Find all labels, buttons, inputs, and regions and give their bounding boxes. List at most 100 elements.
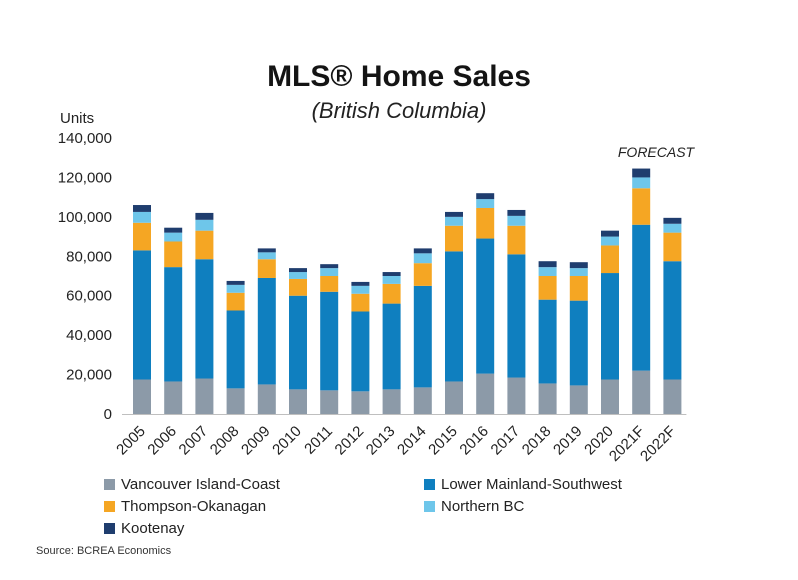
bar-segment-thompson-okanagan <box>320 276 339 292</box>
bar-segment-northern-bc <box>413 253 432 264</box>
bar-segment-thompson-okanagan <box>289 278 307 296</box>
bar-segment-northern-bc <box>632 177 651 189</box>
bar-segment-northern-bc <box>569 268 588 276</box>
bar-segment-vancouver-island-coast <box>413 387 432 414</box>
x-tick-label: 2005 <box>113 423 149 459</box>
bar-segment-thompson-okanagan <box>632 188 651 225</box>
legend-swatch <box>424 479 435 490</box>
bar-segment-northern-bc <box>382 276 401 284</box>
bar-segment-thompson-okanagan <box>226 292 245 311</box>
bar-segment-kootenay <box>320 264 339 269</box>
bar-segment-vancouver-island-coast <box>663 379 682 414</box>
bar-segment-lower-mainland-southwest <box>226 310 245 389</box>
bar-segment-thompson-okanagan <box>445 225 463 252</box>
bar-segment-lower-mainland-southwest <box>257 277 276 385</box>
legend-label: Kootenay <box>121 520 185 537</box>
bar-segment-thompson-okanagan <box>507 225 526 255</box>
forecast-annotation: FORECAST <box>618 144 696 160</box>
bar-segment-thompson-okanagan <box>538 276 557 300</box>
bar-segment-northern-bc <box>507 215 526 226</box>
bar-segment-vancouver-island-coast <box>351 391 370 414</box>
bar-segment-vancouver-island-coast <box>289 389 307 414</box>
bar-segment-lower-mainland-southwest <box>289 295 307 390</box>
bar-segment-thompson-okanagan <box>413 263 432 286</box>
bar-segment-kootenay <box>226 280 245 285</box>
bar-segment-vancouver-island-coast <box>569 385 588 414</box>
bar-segment-vancouver-island-coast <box>538 383 557 414</box>
bar-segment-thompson-okanagan <box>351 293 370 312</box>
title-text: MLS® Home Sales <box>267 60 531 93</box>
bar-segment-northern-bc <box>289 272 307 279</box>
bar-segment-lower-mainland-southwest <box>382 303 401 390</box>
bar-segment-northern-bc <box>226 284 245 293</box>
bar-segment-thompson-okanagan <box>257 259 276 278</box>
x-tick-label: 2014 <box>394 423 430 459</box>
bar-segment-lower-mainland-southwest <box>195 259 214 379</box>
bar-segment-kootenay <box>538 261 557 268</box>
legend-swatch <box>424 501 435 512</box>
bar-segment-thompson-okanagan <box>195 230 214 260</box>
x-tick-label: 2008 <box>207 423 243 459</box>
bar-segment-lower-mainland-southwest <box>445 251 463 382</box>
legend-label: Northern BC <box>441 498 525 515</box>
bar-segment-lower-mainland-southwest <box>351 311 370 392</box>
y-tick-label: 40,000 <box>66 327 112 344</box>
source-note: Source: BCREA Economics <box>36 545 172 557</box>
bar-segment-kootenay <box>289 268 307 273</box>
bar-segment-kootenay <box>445 211 463 217</box>
legend-item-thompson-okanagan: Thompson-Okanagan <box>104 498 266 515</box>
bar-segment-northern-bc <box>320 268 339 276</box>
bar-segment-vancouver-island-coast <box>133 379 151 414</box>
bar-segment-lower-mainland-southwest <box>632 224 651 371</box>
bar-segment-kootenay <box>413 248 432 254</box>
bar-segment-lower-mainland-southwest <box>601 273 619 380</box>
bar-segment-kootenay <box>632 168 651 178</box>
bar-segment-northern-bc <box>445 216 463 226</box>
bar-segment-kootenay <box>257 248 276 253</box>
bar-segment-kootenay <box>507 209 526 216</box>
legend-label: Vancouver Island-Coast <box>121 476 280 493</box>
chart-title: MLS® Home Sales <box>0 60 798 94</box>
bar-segment-northern-bc <box>164 232 183 242</box>
legend-swatch <box>104 501 115 512</box>
legend-swatch <box>104 479 115 490</box>
x-tick-label: 2016 <box>456 423 492 459</box>
bar-segment-lower-mainland-southwest <box>507 254 526 378</box>
bar-segment-thompson-okanagan <box>133 222 151 251</box>
y-axis-label: Units <box>60 110 95 127</box>
bar-segment-thompson-okanagan <box>601 245 619 274</box>
legend-label: Thompson-Okanagan <box>121 498 267 515</box>
bar-segment-kootenay <box>476 193 495 200</box>
bar-segment-kootenay <box>351 281 370 286</box>
bar-segment-lower-mainland-southwest <box>663 261 682 380</box>
x-tick-label: 2013 <box>363 423 399 459</box>
y-tick-label: 120,000 <box>58 169 112 186</box>
bar-segment-northern-bc <box>351 285 370 294</box>
x-tick-label: 2011 <box>301 423 336 458</box>
bar-segment-lower-mainland-southwest <box>538 299 557 384</box>
bar-segment-kootenay <box>663 217 682 224</box>
y-tick-label: 100,000 <box>58 209 112 226</box>
bar-segment-vancouver-island-coast <box>601 379 619 414</box>
bar-segment-northern-bc <box>601 236 619 246</box>
bar-segment-vancouver-island-coast <box>382 389 401 414</box>
x-tick-label: 2019 <box>550 423 586 459</box>
bar-segment-kootenay <box>569 262 588 269</box>
x-tick-label: 2022F <box>637 423 679 465</box>
bar-segment-thompson-okanagan <box>663 232 682 262</box>
bar-segment-thompson-okanagan <box>164 241 183 268</box>
bar-segment-thompson-okanagan <box>476 207 495 239</box>
bar-segment-northern-bc <box>663 223 682 233</box>
y-tick-label: 20,000 <box>66 367 112 384</box>
x-tick-label: 2006 <box>144 423 180 459</box>
bar-segment-lower-mainland-southwest <box>476 238 495 374</box>
bar-segment-lower-mainland-southwest <box>320 291 339 391</box>
bar-segment-kootenay <box>195 212 214 220</box>
bar-segment-northern-bc <box>476 199 495 208</box>
bar-segment-kootenay <box>133 205 151 212</box>
bar-segment-northern-bc <box>538 267 557 276</box>
y-tick-label: 0 <box>104 406 112 423</box>
bar-segment-vancouver-island-coast <box>257 384 276 414</box>
chart-subtitle: (British Columbia) <box>311 98 487 123</box>
